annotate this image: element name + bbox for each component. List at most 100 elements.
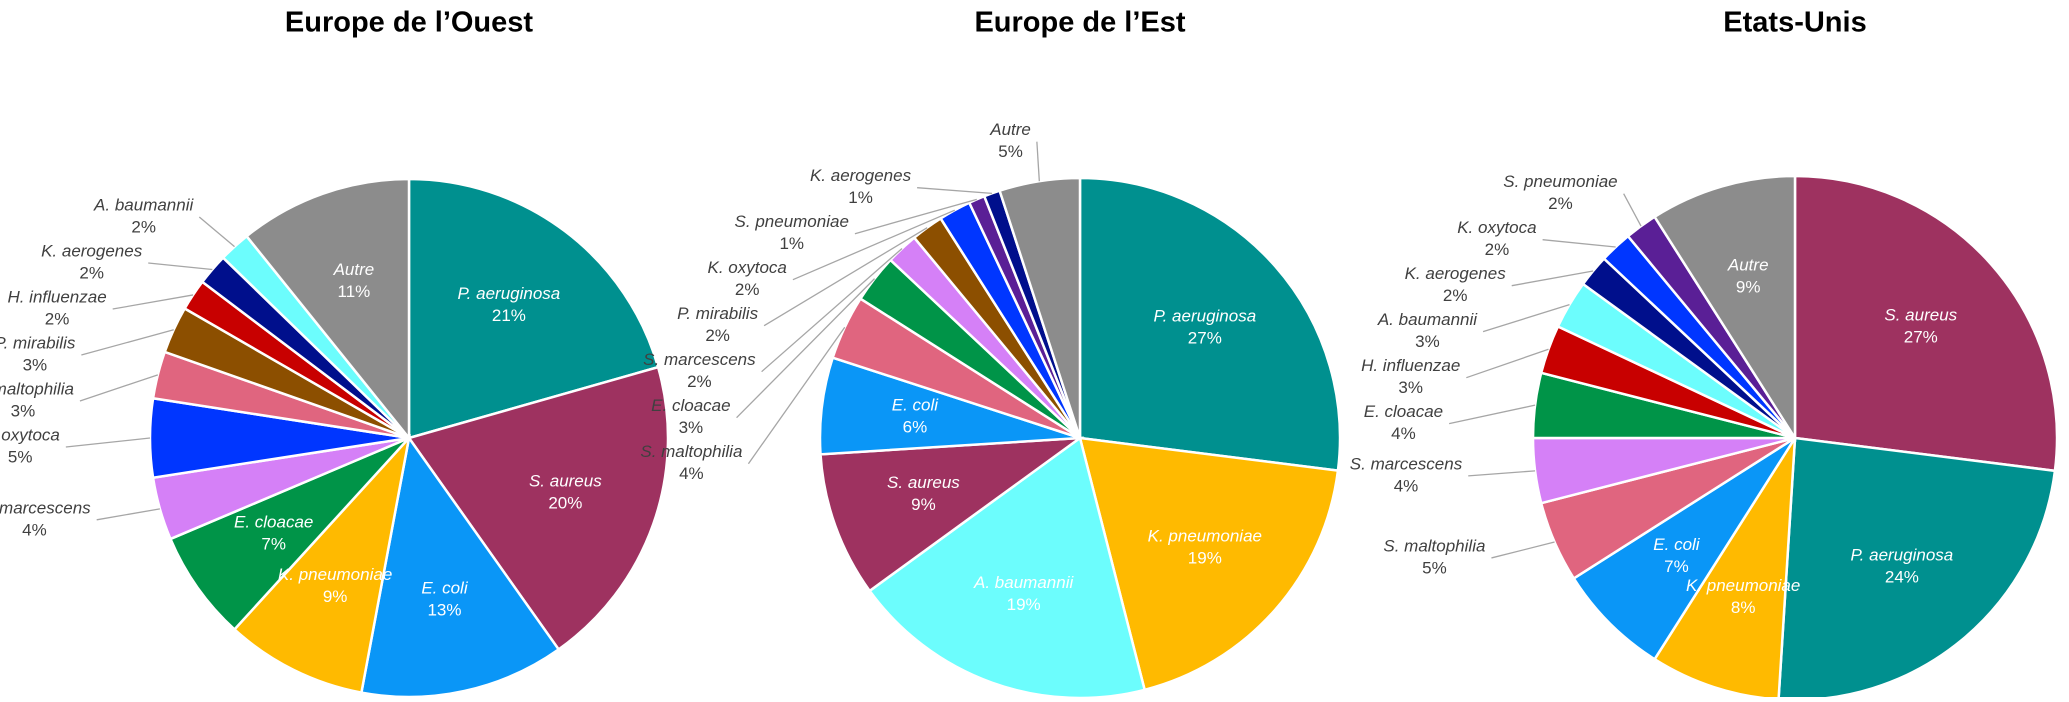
leader-line bbox=[1448, 404, 1536, 425]
chart-title: Europe de l’Ouest bbox=[285, 7, 533, 39]
slice-label: S. marcescens bbox=[1350, 454, 1463, 473]
slice-value-label: 20% bbox=[548, 494, 582, 513]
leader-line bbox=[854, 198, 977, 235]
slice-label: E. cloacae bbox=[1364, 402, 1443, 421]
slice-label: A. baumannii bbox=[973, 573, 1074, 592]
slice-label: S. maltophilia bbox=[1383, 536, 1485, 555]
slice-label: S. pneumoniae bbox=[1503, 172, 1617, 191]
slice-label: K. oxytoca bbox=[708, 258, 787, 277]
slice-label: P. mirabilis bbox=[677, 304, 758, 323]
slice-label: K. aerogenes bbox=[1405, 264, 1507, 283]
slice-label: E. coli bbox=[1653, 535, 1701, 554]
slice-value-label: 13% bbox=[427, 600, 461, 619]
pie-slice bbox=[998, 176, 1082, 439]
leader-line bbox=[81, 329, 174, 356]
slice-label: K. aerogenes bbox=[41, 242, 143, 261]
slice-label: K. pneumoniae bbox=[1686, 576, 1800, 595]
pie-slice bbox=[1572, 436, 1797, 661]
leader-line bbox=[1542, 239, 1616, 248]
pie-slice bbox=[1793, 174, 2059, 473]
pie-slice bbox=[168, 436, 410, 632]
pie-slice bbox=[867, 435, 1147, 700]
leader-line bbox=[1491, 541, 1555, 559]
slice-label: S. marcescens bbox=[643, 350, 756, 369]
slice-label: E. coli bbox=[421, 578, 469, 597]
pie-slice bbox=[1078, 176, 1342, 472]
chart-title: Europe de l’Est bbox=[974, 7, 1185, 39]
chart-title: Etats-Unis bbox=[1723, 7, 1866, 39]
pie-slice bbox=[406, 365, 670, 652]
slice-value-label: 2% bbox=[79, 264, 104, 283]
pie-chart: Etats-Unis S. aureus 27% P. aeruginosa 24% K.… bbox=[1350, 7, 2059, 702]
slice-value-label: 24% bbox=[1885, 568, 1919, 587]
slice-value-label: 27% bbox=[1904, 328, 1938, 347]
slice-label: K. oxytoca bbox=[1457, 218, 1536, 237]
slice-label: Autre bbox=[989, 120, 1031, 139]
slice-label: S. marcescens bbox=[0, 498, 91, 517]
leader-line bbox=[198, 216, 235, 248]
slice-label: E. coli bbox=[892, 396, 940, 415]
slice-value-label: 5% bbox=[1422, 558, 1447, 577]
slice-value-label: 5% bbox=[998, 142, 1023, 161]
slice-value-label: 8% bbox=[1731, 598, 1756, 617]
slice-label: K. pneumoniae bbox=[1148, 527, 1262, 546]
leader-line bbox=[763, 227, 928, 327]
leader-line bbox=[917, 187, 992, 195]
leader-line bbox=[96, 508, 160, 521]
slice-label: S. aureus bbox=[529, 472, 602, 491]
slice-value-label: 9% bbox=[911, 495, 936, 514]
slice-label: E. cloacae bbox=[234, 512, 313, 531]
leader-line bbox=[792, 209, 956, 281]
slice-label: S. maltophilia bbox=[640, 442, 742, 461]
slice-value-label: 2% bbox=[131, 218, 156, 237]
leader-line bbox=[79, 374, 159, 402]
slice-value-label: 2% bbox=[1485, 240, 1510, 259]
slice-value-label: 2% bbox=[687, 372, 712, 391]
slice-value-label: 7% bbox=[261, 534, 286, 553]
slice-value-label: 3% bbox=[1415, 332, 1440, 351]
slice-label: A. baumannii bbox=[1377, 310, 1478, 329]
slice-label: K. aerogenes bbox=[810, 166, 912, 185]
slice-value-label: 4% bbox=[1391, 424, 1416, 443]
leader-line bbox=[1623, 193, 1642, 227]
slice-label: S. aureus bbox=[1884, 306, 1957, 325]
slice-value-label: 2% bbox=[1548, 194, 1573, 213]
leader-line bbox=[736, 278, 876, 419]
slice-value-label: 3% bbox=[23, 356, 48, 375]
slice-label: S. maltophilia bbox=[0, 380, 74, 399]
slice-label: Autre bbox=[1727, 255, 1769, 274]
pie-slice bbox=[1078, 436, 1340, 692]
leader-line bbox=[761, 247, 903, 373]
slice-label: S. pneumoniae bbox=[735, 212, 849, 231]
slice-label: H. influenzae bbox=[7, 288, 106, 307]
slice-value-label: 9% bbox=[323, 587, 348, 606]
leader-line bbox=[148, 262, 213, 271]
slice-value-label: 2% bbox=[45, 310, 70, 329]
pie-chart: Europe de l’Ouest P. aeruginosa 21% S. aure… bbox=[0, 7, 670, 699]
leader-line bbox=[1511, 270, 1594, 287]
slice-label: S. aureus bbox=[887, 473, 960, 492]
slice-value-label: 4% bbox=[22, 520, 47, 539]
pie-slice bbox=[359, 434, 561, 699]
slice-value-label: 1% bbox=[779, 234, 804, 253]
slice-value-label: 19% bbox=[1007, 595, 1041, 614]
slice-value-label: 1% bbox=[848, 188, 873, 207]
leader-line bbox=[1466, 348, 1549, 379]
slice-value-label: 9% bbox=[1736, 277, 1761, 296]
slice-label: P. mirabilis bbox=[0, 334, 76, 353]
slice-value-label: 19% bbox=[1188, 549, 1222, 568]
leader-line bbox=[112, 294, 194, 310]
slice-value-label: 2% bbox=[735, 280, 760, 299]
pie-slice bbox=[1652, 174, 1797, 443]
slice-value-label: 7% bbox=[1664, 557, 1689, 576]
slice-value-label: 3% bbox=[11, 402, 36, 421]
slice-value-label: 11% bbox=[338, 282, 371, 301]
pie-slice bbox=[819, 436, 1085, 593]
slice-value-label: 4% bbox=[679, 464, 704, 483]
leader-line bbox=[65, 437, 151, 448]
slice-value-label: 3% bbox=[1398, 378, 1423, 397]
slice-label: H. influenzae bbox=[1361, 356, 1460, 375]
slice-value-label: 6% bbox=[903, 418, 928, 437]
slice-label: P. aeruginosa bbox=[1153, 306, 1256, 325]
